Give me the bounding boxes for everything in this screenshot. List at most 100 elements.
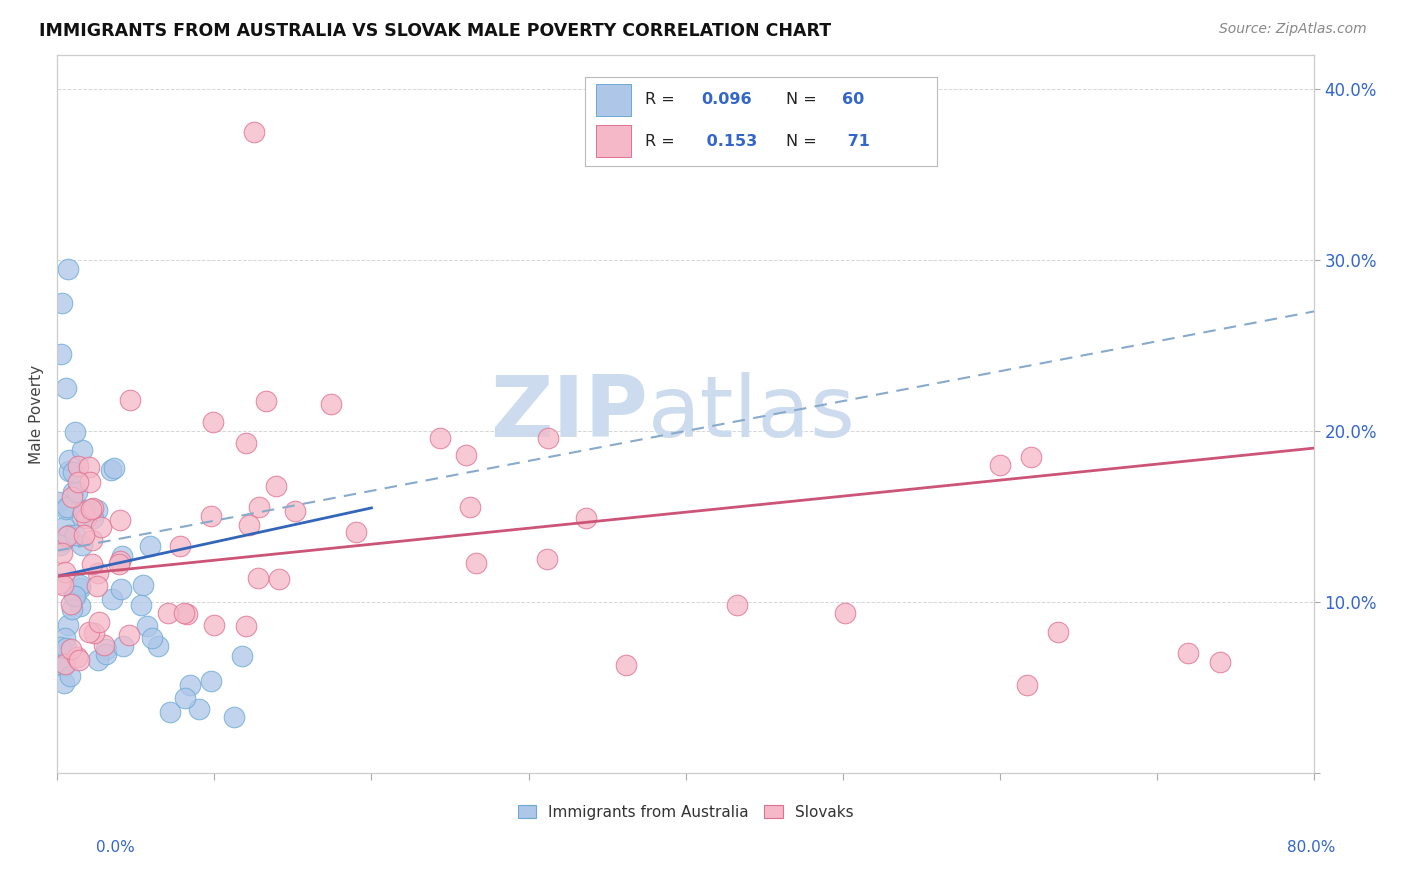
Point (284, 504, 307, 518)
Point (70, 509, 93, 524)
Point (321, 397, 343, 411)
Point (62, 465, 84, 479)
Point (86, 503, 108, 517)
Point (132, 578, 155, 592)
Point (67, 653, 90, 667)
Point (52, 676, 75, 690)
Point (77, 460, 100, 475)
Point (103, 461, 125, 475)
Point (536, 552, 558, 566)
Point (834, 607, 856, 621)
Point (56, 500, 79, 514)
Point (269, 572, 291, 586)
Point (60, 602, 83, 616)
Point (80, 533, 103, 547)
Point (238, 518, 260, 533)
Point (344, 524, 367, 539)
Point (46, 495, 69, 509)
Point (49, 640, 72, 654)
Point (49, 538, 72, 552)
Point (159, 705, 181, 719)
Point (69, 599, 91, 613)
Point (52, 656, 75, 670)
Point (173, 606, 195, 620)
Point (79, 475, 101, 490)
Point (56, 529, 79, 543)
Point (988, 458, 1011, 473)
Point (254, 394, 277, 409)
Point (55, 381, 77, 395)
Point (70, 538, 93, 552)
Point (200, 508, 222, 523)
Point (129, 598, 152, 612)
Point (58, 528, 80, 542)
Point (63, 528, 86, 542)
Point (94, 647, 117, 661)
Point (59, 669, 82, 683)
Point (66, 649, 89, 664)
Point (614, 657, 637, 672)
Point (100, 463, 122, 477)
Y-axis label: Male Poverty: Male Poverty (30, 364, 44, 464)
Point (65, 425, 87, 440)
Point (82, 500, 104, 515)
Point (173, 691, 195, 706)
Point (69, 578, 91, 592)
Point (49, 347, 72, 361)
Point (141, 631, 163, 645)
Point (458, 500, 481, 515)
Point (79, 501, 101, 516)
Point (1019, 450, 1042, 464)
Point (111, 549, 134, 563)
Point (53, 657, 76, 671)
Point (464, 556, 486, 570)
Point (83, 626, 105, 640)
Point (224, 710, 246, 724)
Point (55, 502, 77, 516)
Point (537, 431, 560, 445)
Point (247, 500, 270, 514)
Legend: Immigrants from Australia, Slovaks: Immigrants from Australia, Slovaks (512, 799, 859, 826)
Text: Source: ZipAtlas.com: Source: ZipAtlas.com (1219, 22, 1367, 37)
Point (725, 598, 748, 612)
Point (51, 577, 73, 591)
Point (1047, 624, 1070, 639)
Point (575, 510, 598, 524)
Point (108, 557, 131, 571)
Point (112, 639, 135, 653)
Point (58, 465, 80, 479)
Point (62, 589, 84, 603)
Point (53, 565, 76, 579)
Point (429, 431, 451, 445)
Point (73, 527, 96, 541)
Point (264, 479, 287, 493)
Point (87, 566, 110, 581)
Text: 80.0%: 80.0% (1288, 840, 1336, 855)
Point (51, 296, 73, 310)
Point (86, 579, 108, 593)
Point (110, 554, 132, 568)
Point (188, 701, 211, 715)
Point (117, 628, 139, 642)
Point (93, 638, 115, 652)
Point (179, 678, 201, 692)
Point (1017, 678, 1039, 692)
Point (110, 582, 132, 596)
Point (246, 571, 269, 585)
Text: atlas: atlas (648, 373, 856, 456)
Point (48, 575, 70, 590)
Point (120, 392, 142, 407)
Point (87, 615, 110, 629)
Point (58, 261, 80, 276)
Point (101, 592, 124, 607)
Point (87, 653, 110, 667)
Point (139, 539, 162, 553)
Point (1209, 655, 1232, 669)
Point (66, 475, 89, 489)
Point (55, 641, 77, 656)
Point (53, 631, 76, 645)
Point (242, 125, 264, 139)
Point (235, 435, 257, 450)
Point (69, 581, 91, 595)
Point (60, 490, 83, 504)
